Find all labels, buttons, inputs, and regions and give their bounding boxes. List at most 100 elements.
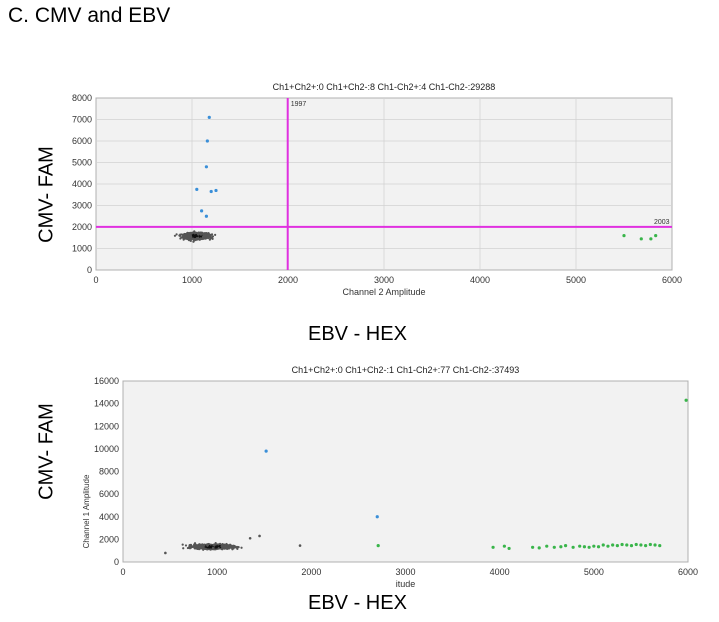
chart2-neg-droplet	[182, 547, 185, 550]
chart2-series1-point-8	[559, 545, 563, 549]
chart2-neg-droplet	[209, 543, 212, 546]
chart1-y-tick-label-0: 0	[87, 265, 92, 275]
chart2-neg-droplet-extra-2	[258, 534, 261, 538]
chart1-x-tick-label-1: 1000	[182, 275, 202, 285]
chart2-neg-droplet	[230, 546, 233, 549]
chart1-neg-droplet	[178, 234, 181, 237]
chart2-series1-point-5	[537, 546, 541, 550]
chart2-neg-droplet	[181, 543, 184, 546]
chart1-neg-droplet	[198, 235, 201, 238]
chart2-y-tick-label-1: 2000	[99, 534, 119, 544]
chart1-title: Ch1+Ch2+:0 Ch1+Ch2-:8 Ch1-Ch2+:4 Ch1-Ch2…	[273, 82, 496, 92]
chart2-series1-point-0	[376, 543, 380, 548]
chart2-neg-droplet	[214, 542, 217, 545]
chart2-neg-droplet	[216, 543, 220, 546]
chart1-series1-point-1	[639, 237, 643, 241]
chart1-neg-droplet	[203, 234, 206, 237]
chart2-plot-area	[122, 380, 689, 563]
chart2-series1-point-4	[531, 545, 535, 549]
chart1-neg-droplet	[195, 236, 199, 240]
chart2-y-axis-label: Channel 1 Amplitude	[82, 474, 91, 548]
chart2-neg-droplet-extra-1	[248, 536, 252, 540]
chart2-neg-droplet	[232, 547, 235, 550]
chart1-neg-droplet	[180, 233, 183, 236]
chart2-series1-point-6	[545, 544, 549, 548]
chart2-series1-point-21	[625, 543, 629, 547]
chart1-neg-droplet	[175, 233, 178, 236]
chart2-neg-droplet	[214, 546, 218, 549]
chart2-neg-droplet	[206, 544, 209, 547]
chart1-series0-point-5	[214, 188, 218, 193]
chart2-neg-droplet	[224, 544, 227, 547]
chart1-neg-droplet	[207, 236, 210, 240]
chart1-x-tick-label-0: 0	[93, 275, 98, 285]
chart2-neg-droplet	[220, 545, 223, 548]
chart1-y-tick-label-5: 5000	[72, 158, 92, 168]
chart1-y-tick-label-7: 7000	[72, 115, 92, 125]
chart1-neg-droplet	[185, 233, 188, 236]
chart1-series0-point-4	[195, 187, 199, 191]
chart1-neg-droplet	[207, 234, 210, 237]
chart2-series1-point-25	[644, 543, 648, 548]
chart2-x-tick-label-5: 5000	[584, 567, 604, 577]
chart2-series1-point-13	[587, 545, 591, 549]
chart1-neg-droplet	[193, 235, 196, 239]
chart1-neg-droplet	[211, 235, 214, 238]
chart2-neg-droplet	[186, 546, 189, 550]
chart1-y-tick-label-4: 4000	[72, 179, 92, 189]
chart1-neg-droplet	[196, 232, 200, 236]
chart2-series1-point-7	[552, 545, 556, 549]
chart2-series1-point-18	[611, 543, 615, 547]
chart2-title: Ch1+Ch2+:0 Ch1+Ch2-:1 Ch1-Ch2+:77 Ch1-Ch…	[292, 365, 520, 375]
chart2-series0-point-1	[375, 515, 379, 519]
chart2-series1-point-2	[502, 544, 506, 548]
chart1-neg-droplet	[199, 233, 203, 236]
chart2-y-tick-label-4: 8000	[99, 467, 119, 477]
chart2-series1-point-14	[592, 544, 596, 548]
chart1-x-tick-label-5: 5000	[566, 275, 586, 285]
chart2-series1-point-19	[615, 543, 619, 548]
chart2-neg-droplet	[208, 545, 211, 549]
chart2-series0-point-0	[264, 449, 268, 453]
chart2-series1-point-15	[596, 545, 601, 549]
chart2-series1-point-3	[507, 546, 511, 551]
chart2-y-tick-label-7: 14000	[94, 399, 119, 409]
chart1-y-tick-label-2: 2000	[72, 222, 92, 232]
chart1-threshold-vertical-label: 1997	[291, 101, 307, 108]
chart1-threshold-horizontal-label: 2003	[654, 219, 670, 226]
chart1-series0-point-1	[205, 139, 209, 143]
chart1-y-tick-label-6: 6000	[72, 136, 92, 146]
chart1-neg-droplet	[194, 234, 198, 237]
chart2-x-axis-label: itude	[396, 579, 416, 589]
chart2-series1-point-1	[491, 545, 495, 549]
chart2-neg-droplet	[202, 546, 205, 549]
chart2-y-tick-label-3: 6000	[99, 489, 119, 499]
chart1-neg-droplet	[179, 237, 182, 240]
chart1-neg-droplet	[188, 233, 191, 236]
chart1-x-tick-label-2: 2000	[278, 275, 298, 285]
chart1-series1-point-2	[649, 237, 653, 241]
chart1-neg-droplet	[210, 233, 214, 236]
chart2-series1-point-24	[639, 543, 643, 547]
chart1-x-tick-label-3: 3000	[374, 275, 394, 285]
chart2-neg-droplet	[191, 545, 194, 548]
chart1-y-tick-label-1: 1000	[72, 244, 92, 254]
chart1-y-tick-label-3: 3000	[72, 201, 92, 211]
chart1-series0-point-3	[209, 189, 213, 194]
chart1-series0-point-0	[207, 115, 211, 119]
chart2-y-tick-label-5: 10000	[94, 444, 119, 454]
chart1-neg-droplet	[173, 234, 177, 237]
chart1-x-axis-label: Channel 2 Amplitude	[342, 287, 425, 297]
chart2-neg-droplet	[217, 547, 220, 550]
chart2-x-tick-label-1: 1000	[207, 567, 227, 577]
chart2-series1-point-9	[563, 543, 568, 548]
chart2-neg-droplet	[189, 545, 192, 548]
chart2-x-tick-label-0: 0	[120, 567, 125, 577]
chart2-series1-point-27	[653, 543, 657, 547]
chart2-neg-droplet	[184, 544, 188, 547]
chart2-neg-droplet	[198, 545, 201, 548]
chart2-series1-point-29	[684, 398, 688, 402]
chart1-neg-droplet	[189, 231, 192, 234]
chart2-x-tick-label-6: 6000	[678, 567, 698, 577]
